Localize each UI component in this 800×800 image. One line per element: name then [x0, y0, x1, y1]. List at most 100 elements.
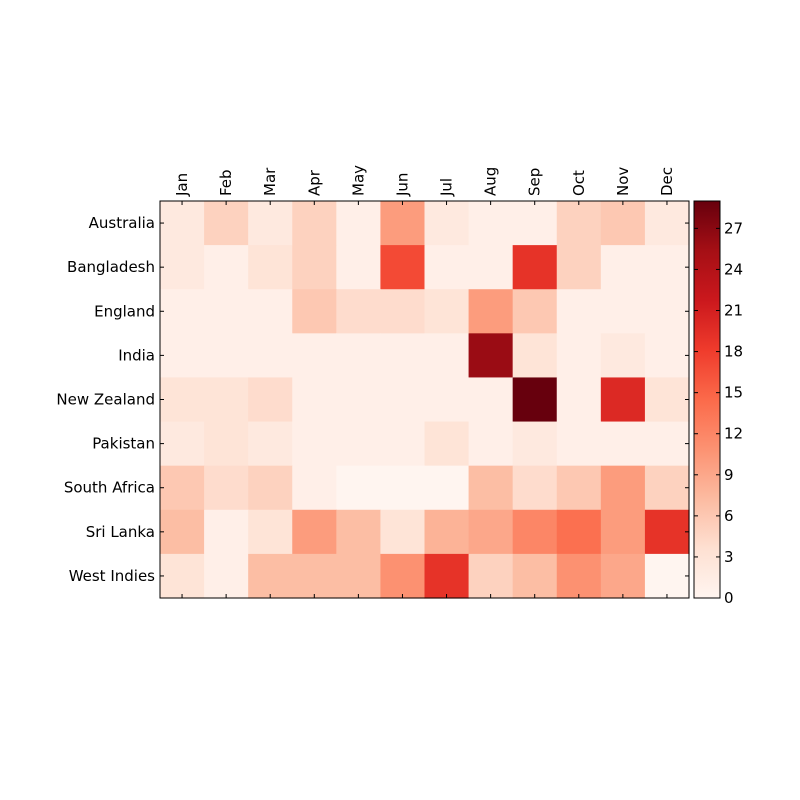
- heatmap-cell: [204, 465, 249, 511]
- heatmap-cell: [600, 465, 646, 511]
- heatmap-cell: [600, 421, 646, 467]
- heatmap-cell: [248, 245, 293, 290]
- heatmap-cell: [248, 465, 293, 511]
- colorbar-tick-label: 15: [724, 384, 743, 402]
- heatmap-cell: [644, 421, 690, 467]
- heatmap-cell: [248, 553, 293, 599]
- x-tick-label: Aug: [482, 167, 500, 196]
- heatmap-cell: [292, 289, 337, 334]
- colorbar-tick-label: 3: [724, 548, 734, 566]
- heatmap-cell: [380, 333, 426, 379]
- heatmap-cell: [248, 289, 293, 334]
- heatmap-cell: [424, 201, 470, 246]
- heatmap-cell: [600, 289, 646, 334]
- heatmap-cell: [512, 289, 558, 334]
- heatmap-cell: [644, 333, 690, 379]
- heatmap-cell: [204, 421, 249, 467]
- heatmap-cell: [248, 509, 293, 555]
- heatmap-cell: [204, 289, 249, 334]
- heatmap-cell: [248, 421, 293, 467]
- colorbar-tick-label: 12: [724, 425, 743, 443]
- y-tick-label: South Africa: [64, 479, 155, 497]
- heatmap-cell: [556, 465, 602, 511]
- heatmap-cell: [556, 377, 602, 423]
- heatmap-cell: [644, 201, 690, 246]
- heatmap-cell: [204, 245, 249, 290]
- heatmap-cell: [292, 377, 337, 423]
- heatmap-cell: [204, 333, 249, 379]
- heatmap-cell: [424, 421, 470, 467]
- colorbar-tick-label: 27: [724, 219, 743, 237]
- heatmap-cell: [468, 553, 514, 599]
- heatmap-cell: [336, 509, 382, 555]
- y-tick-label: West Indies: [69, 567, 155, 585]
- x-tick-label: Feb: [217, 169, 235, 196]
- heatmap-cell: [600, 553, 646, 599]
- colorbar-tick-label: 24: [724, 260, 743, 278]
- heatmap-cell: [468, 201, 514, 246]
- colorbar-tick-label: 18: [724, 343, 743, 361]
- heatmap-cell: [424, 553, 470, 599]
- heatmap-cell: [512, 509, 558, 555]
- heatmap-cell: [600, 509, 646, 555]
- heatmap-cell: [336, 377, 382, 423]
- heatmap-cell: [424, 333, 470, 379]
- heatmap-cell: [424, 245, 470, 290]
- heatmap-cell: [556, 201, 602, 246]
- heatmap-cell: [644, 289, 690, 334]
- heatmap-cell: [336, 245, 382, 290]
- heatmap-cell: [380, 421, 426, 467]
- colorbar: 0 3 6 9 12 15 18 21 24 27: [693, 200, 743, 607]
- x-axis: Jan Feb Mar Apr May Jun Jul Aug Sep Oct Nov Dec: [173, 165, 676, 598]
- y-tick-label: New Zealand: [56, 391, 155, 409]
- y-tick-label: England: [94, 302, 155, 320]
- heatmap-cell: [556, 333, 602, 379]
- heatmap-cell: [468, 509, 514, 555]
- colorbar-tick-label: 21: [724, 302, 743, 320]
- heatmap-cell: [512, 421, 558, 467]
- heatmap-cell: [204, 201, 249, 246]
- heatmap-cell: [512, 245, 558, 290]
- y-axis: Australia Bangladesh England India New Zeala…: [56, 214, 689, 585]
- colorbar-tick-label: 9: [724, 466, 734, 484]
- heatmap-cell: [512, 553, 558, 599]
- x-tick-label: Jan: [173, 173, 191, 197]
- x-tick-label: May: [349, 165, 367, 196]
- heatmap-cell: [424, 377, 470, 423]
- heatmap-cell: [204, 553, 249, 599]
- heatmap-cell: [336, 201, 382, 246]
- x-tick-label: Apr: [305, 169, 323, 196]
- heatmap-cell: [292, 201, 337, 246]
- heatmap-cell: [336, 465, 382, 511]
- x-tick-label: Nov: [614, 167, 632, 196]
- x-tick-label: Oct: [570, 170, 588, 196]
- heatmap-cell: [292, 333, 337, 379]
- heatmap-cell: [556, 553, 602, 599]
- heatmap-cell: [468, 245, 514, 290]
- heatmap-cell: [600, 377, 646, 423]
- heatmap-cell: [380, 509, 426, 555]
- heatmap-cell: [160, 509, 205, 555]
- heatmap-cell: [336, 333, 382, 379]
- heatmap-cell: [424, 289, 470, 334]
- heatmap-cell: [160, 553, 205, 599]
- y-tick-label: Australia: [89, 214, 155, 232]
- x-tick-label: Jun: [393, 173, 411, 197]
- x-tick-label: Mar: [261, 167, 279, 196]
- heatmap-cell: [292, 553, 337, 599]
- heatmap-cell: [160, 377, 205, 423]
- heatmap-cell: [644, 553, 690, 599]
- heatmap-cell: [292, 465, 337, 511]
- heatmap-cell: [248, 333, 293, 379]
- heatmap-cell: [644, 509, 690, 555]
- heatmap-cell: [424, 509, 470, 555]
- heatmap-cell: [644, 377, 690, 423]
- heatmap-cell: [600, 333, 646, 379]
- heatmap-cell: [644, 245, 690, 290]
- heatmap-cell: [292, 421, 337, 467]
- colorbar-tick-label: 6: [724, 507, 734, 525]
- y-tick-label: Pakistan: [92, 435, 155, 453]
- x-tick-label: Sep: [526, 168, 544, 196]
- heatmap-cells: [160, 201, 690, 599]
